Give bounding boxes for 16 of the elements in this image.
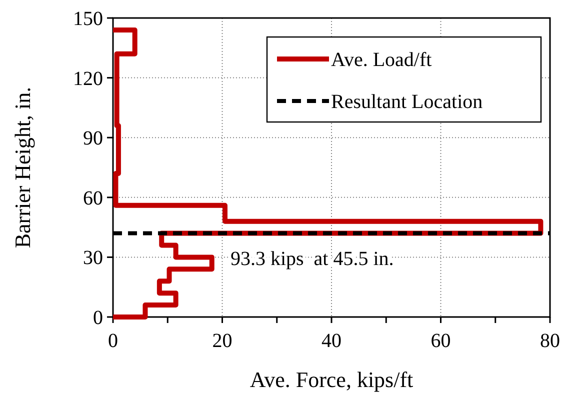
x-tick-label: 60	[430, 330, 451, 352]
y-tick-label: 0	[93, 307, 103, 329]
y-tick-label: 120	[73, 68, 103, 90]
annotation: 93.3 kips at 45.5 in.	[230, 248, 394, 270]
legend-label: Ave. Load/ft	[331, 49, 432, 71]
y-tick-label: 30	[83, 247, 103, 270]
y-axis-title: Barrier Height, in.	[10, 86, 35, 248]
y-tick-label: 60	[83, 187, 103, 210]
y-tick-label: 90	[83, 128, 103, 150]
x-tick-label: 20	[212, 330, 232, 352]
legend-label: Resultant Location	[331, 91, 483, 113]
x-tick-label: 80	[540, 330, 560, 352]
x-tick-label: 40	[322, 330, 342, 352]
x-tick-label: 0	[108, 330, 118, 352]
y-tick-label: 150	[73, 8, 103, 30]
x-axis-title: Ave. Force, kips/ft	[250, 367, 414, 392]
